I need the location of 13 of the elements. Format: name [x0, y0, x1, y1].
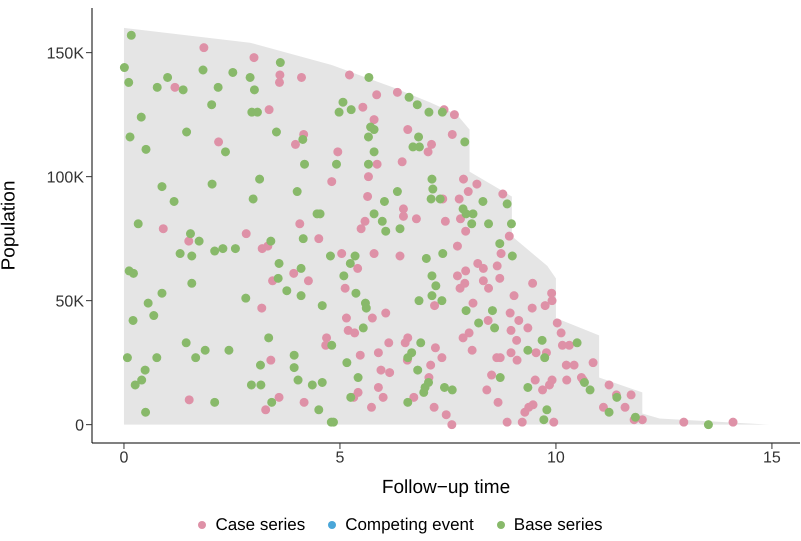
x-tick-label: 5: [336, 449, 344, 466]
legend-label: Competing event: [344, 515, 474, 535]
x-axis-title: Follow−up time: [382, 477, 510, 498]
y-tick-label: 50K: [56, 293, 84, 310]
x-tick-label: 0: [120, 449, 129, 466]
legend-label: Base series: [512, 515, 603, 535]
y-axis-title: Population: [0, 180, 20, 270]
legend-label: Case series: [214, 515, 306, 535]
x-tick-label: 10: [547, 449, 565, 466]
y-tick-label: 150K: [46, 45, 84, 62]
y-tick-label: 100K: [46, 169, 84, 186]
y-tick-label: 0: [75, 417, 84, 434]
x-tick-label: 15: [763, 449, 781, 466]
